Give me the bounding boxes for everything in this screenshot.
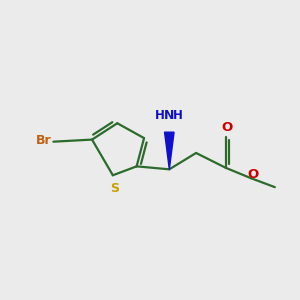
Text: O: O xyxy=(248,168,259,181)
Text: S: S xyxy=(110,182,119,195)
Text: Br: Br xyxy=(36,134,52,147)
Text: H: H xyxy=(155,109,165,122)
Polygon shape xyxy=(165,132,174,169)
Text: O: O xyxy=(222,121,233,134)
Text: H: H xyxy=(173,109,183,122)
Text: N: N xyxy=(164,109,175,122)
